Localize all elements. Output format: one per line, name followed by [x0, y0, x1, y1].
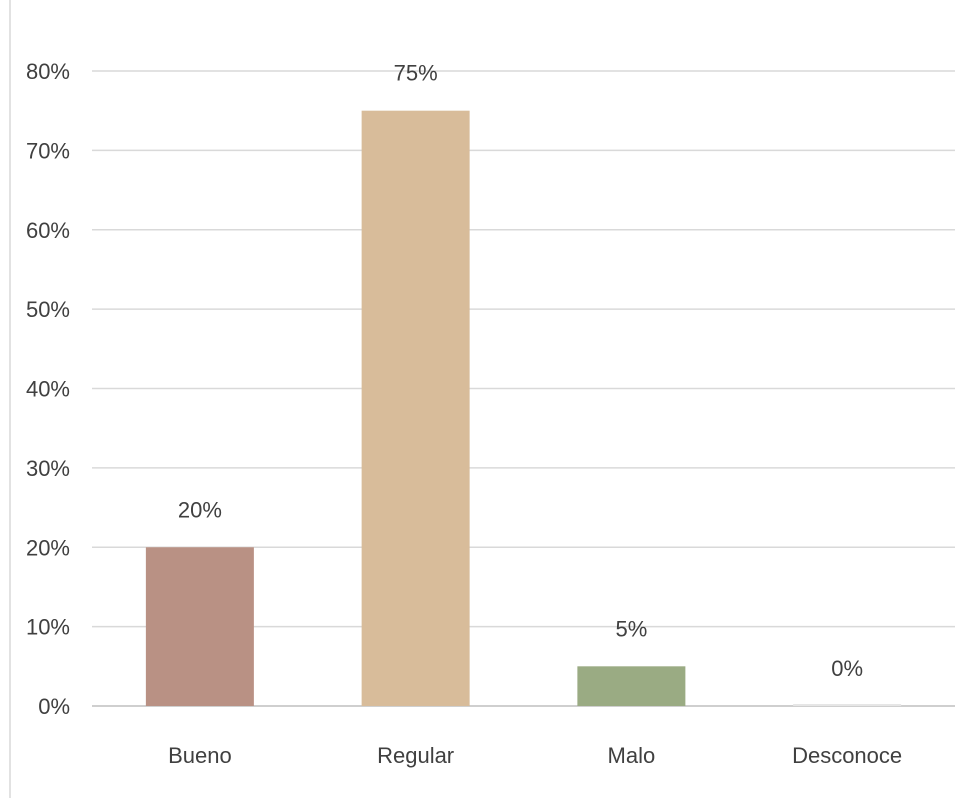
data-label: 20%	[178, 497, 222, 522]
bar-bueno	[145, 547, 254, 706]
y-tick-label: 40%	[26, 377, 70, 402]
y-tick-label: 10%	[26, 615, 70, 640]
y-tick-label: 60%	[26, 218, 70, 243]
y-tick-label: 50%	[26, 297, 70, 322]
data-label: 0%	[831, 656, 863, 681]
bars	[145, 110, 902, 706]
category-label: Bueno	[168, 743, 232, 768]
y-tick-label: 0%	[38, 694, 70, 719]
category-label: Malo	[608, 743, 656, 768]
data-labels: 20% 75% 5% 0%	[178, 61, 863, 681]
data-label: 75%	[394, 61, 438, 86]
y-tick-label: 20%	[26, 535, 70, 560]
y-axis-tick-labels: 0% 10% 20% 30% 40% 50% 60% 70% 80%	[26, 59, 70, 719]
category-label: Regular	[377, 743, 454, 768]
bar-regular	[361, 110, 470, 706]
y-tick-label: 30%	[26, 456, 70, 481]
bar-malo	[577, 666, 686, 706]
y-tick-label: 70%	[26, 138, 70, 163]
x-axis-category-labels: Bueno Regular Malo Desconoce	[168, 743, 902, 768]
y-tick-label: 80%	[26, 59, 70, 84]
category-label: Desconoce	[792, 743, 902, 768]
data-label: 5%	[615, 616, 647, 641]
